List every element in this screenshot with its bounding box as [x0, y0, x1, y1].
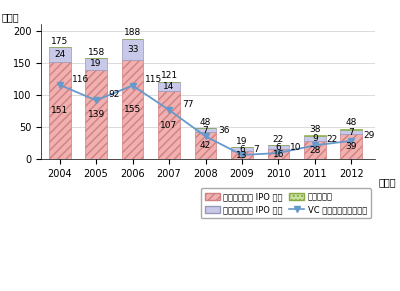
Text: 33: 33: [127, 45, 138, 54]
Text: 121: 121: [160, 71, 178, 80]
Text: 6: 6: [239, 145, 245, 154]
Bar: [268, 149, 289, 159]
Bar: [304, 136, 326, 141]
Text: 16: 16: [273, 150, 284, 159]
Bar: [194, 132, 216, 159]
Bar: [85, 58, 107, 70]
Text: 48: 48: [346, 118, 357, 127]
Bar: [49, 47, 70, 62]
Text: 7: 7: [348, 128, 354, 137]
Legend: 新興市場への IPO 社数, 既存市場への IPO 社数, その他市場, VC が投資している社数: 新興市場への IPO 社数, 既存市場への IPO 社数, その他市場, VC …: [200, 188, 371, 219]
Bar: [340, 130, 362, 134]
Text: 24: 24: [54, 50, 65, 59]
Text: 19: 19: [90, 59, 102, 68]
Text: 13: 13: [236, 151, 248, 160]
Text: 48: 48: [200, 118, 211, 127]
Text: 7: 7: [203, 126, 208, 135]
Bar: [122, 60, 144, 159]
Text: 36: 36: [218, 126, 230, 135]
Bar: [231, 151, 253, 159]
Text: 92: 92: [109, 90, 120, 99]
Bar: [304, 141, 326, 159]
Text: 28: 28: [309, 146, 321, 155]
Text: 10: 10: [290, 143, 302, 152]
Text: （年）: （年）: [378, 177, 396, 187]
Text: 77: 77: [182, 100, 193, 109]
Text: 14: 14: [163, 82, 175, 91]
Bar: [158, 91, 180, 159]
Text: 151: 151: [51, 107, 68, 116]
Text: 188: 188: [124, 28, 141, 37]
Bar: [304, 135, 326, 136]
Bar: [49, 62, 70, 159]
Bar: [231, 147, 253, 151]
Bar: [340, 129, 362, 130]
Text: 115: 115: [145, 75, 162, 84]
Text: （社）: （社）: [1, 12, 19, 22]
Text: 22: 22: [273, 135, 284, 144]
Text: 107: 107: [160, 120, 178, 129]
Text: 155: 155: [124, 105, 141, 114]
Text: 38: 38: [309, 125, 321, 134]
Text: 116: 116: [72, 74, 90, 84]
Text: 158: 158: [88, 48, 105, 57]
Text: 9: 9: [312, 134, 318, 143]
Bar: [340, 134, 362, 159]
Text: 22: 22: [326, 135, 338, 144]
Bar: [122, 39, 144, 60]
Text: 6: 6: [276, 143, 281, 152]
Bar: [268, 145, 289, 149]
Text: 19: 19: [236, 137, 248, 146]
Bar: [158, 82, 180, 91]
Text: 7: 7: [254, 145, 259, 154]
Text: 39: 39: [346, 142, 357, 151]
Bar: [194, 128, 216, 132]
Bar: [85, 70, 107, 159]
Text: 42: 42: [200, 141, 211, 150]
Text: 175: 175: [51, 37, 68, 46]
Text: 29: 29: [363, 131, 374, 139]
Text: 139: 139: [88, 110, 105, 119]
